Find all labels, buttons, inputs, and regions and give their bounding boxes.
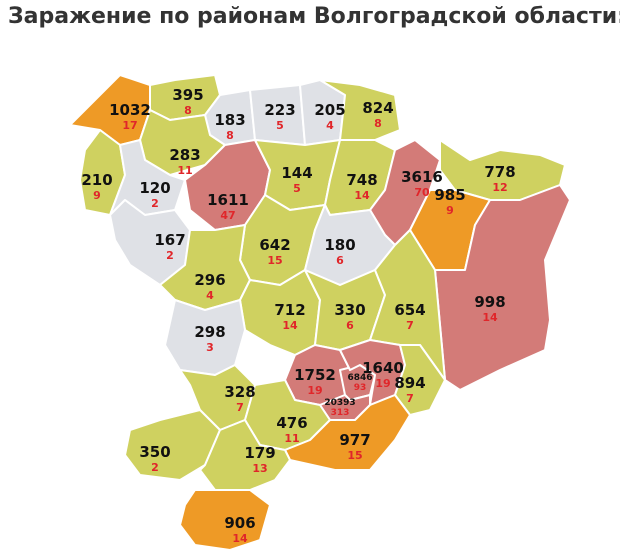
region-deaths: 14: [354, 189, 370, 202]
region-shapes: [69, 74, 571, 551]
region-deaths: 8: [374, 117, 382, 130]
region-deaths: 5: [276, 119, 284, 132]
region-cases: 223: [264, 101, 295, 119]
region-deaths: 14: [232, 532, 248, 545]
region-cases: 1611: [207, 191, 249, 209]
region-deaths: 15: [347, 449, 362, 462]
region-cases: 205: [314, 101, 345, 119]
region-cases: 180: [324, 236, 355, 254]
region-cases: 1032: [109, 101, 151, 119]
region-cases: 1640: [362, 359, 404, 377]
region-deaths: 19: [375, 377, 390, 390]
region-deaths: 12: [492, 181, 507, 194]
region-cases: 120: [139, 179, 170, 197]
region-cases: 894: [394, 374, 425, 392]
region-deaths: 9: [93, 189, 101, 202]
region-deaths: 4: [326, 119, 334, 132]
region-deaths: 2: [151, 461, 159, 474]
region: [179, 489, 271, 551]
region-deaths: 14: [282, 319, 298, 332]
region-cases: 330: [334, 301, 365, 319]
region-deaths: 7: [406, 319, 414, 332]
region-cases: 20393: [324, 398, 355, 408]
region-cases: 985: [434, 186, 465, 204]
region-cases: 210: [81, 171, 112, 189]
region-cases: 1752: [294, 366, 336, 384]
region-cases: 3616: [401, 168, 443, 186]
region-cases: 6846: [347, 373, 372, 383]
region-deaths: 6: [346, 319, 354, 332]
title: Заражение по районам Волгоградской облас…: [8, 4, 620, 29]
region-deaths: 9: [446, 204, 454, 217]
region-deaths: 11: [177, 164, 192, 177]
region-deaths: 313: [331, 408, 350, 418]
region-cases: 296: [194, 271, 225, 289]
region-cases: 183: [214, 111, 245, 129]
region-deaths: 7: [406, 392, 414, 405]
region-deaths: 3: [206, 341, 214, 354]
region-deaths: 47: [220, 209, 235, 222]
region-deaths: 2: [166, 249, 174, 262]
region-cases: 654: [394, 301, 425, 319]
region-deaths: 11: [284, 432, 299, 445]
region-deaths: 13: [252, 462, 267, 475]
region-cases: 395: [172, 86, 203, 104]
region-cases: 977: [339, 431, 370, 449]
region-cases: 778: [484, 163, 515, 181]
region-cases: 328: [224, 383, 255, 401]
region-deaths: 70: [414, 186, 430, 199]
region-deaths: 5: [293, 182, 301, 195]
region-cases: 298: [194, 323, 225, 341]
region-cases: 712: [274, 301, 305, 319]
region-cases: 824: [362, 99, 393, 117]
region-cases: 476: [276, 414, 307, 432]
region-cases: 167: [154, 231, 185, 249]
region-deaths: 2: [151, 197, 159, 210]
region-deaths: 4: [206, 289, 214, 302]
region-deaths: 6: [336, 254, 344, 267]
region-cases: 748: [346, 171, 377, 189]
region: [199, 419, 291, 491]
region-deaths: 14: [482, 311, 498, 324]
region-deaths: 17: [122, 119, 137, 132]
region-cases: 350: [139, 443, 170, 461]
region: [394, 344, 446, 416]
region-deaths: 93: [354, 383, 367, 393]
region-cases: 906: [224, 514, 255, 532]
region-deaths: 7: [236, 401, 244, 414]
region: [434, 184, 571, 391]
region-deaths: 15: [267, 254, 282, 267]
region-deaths: 8: [226, 129, 234, 142]
region-deaths: 19: [307, 384, 322, 397]
region-deaths: 8: [184, 104, 192, 117]
region-cases: 642: [259, 236, 290, 254]
region-cases: 179: [244, 444, 275, 462]
region-cases: 998: [474, 293, 505, 311]
region-cases: 283: [169, 146, 200, 164]
region-cases: 144: [281, 164, 312, 182]
